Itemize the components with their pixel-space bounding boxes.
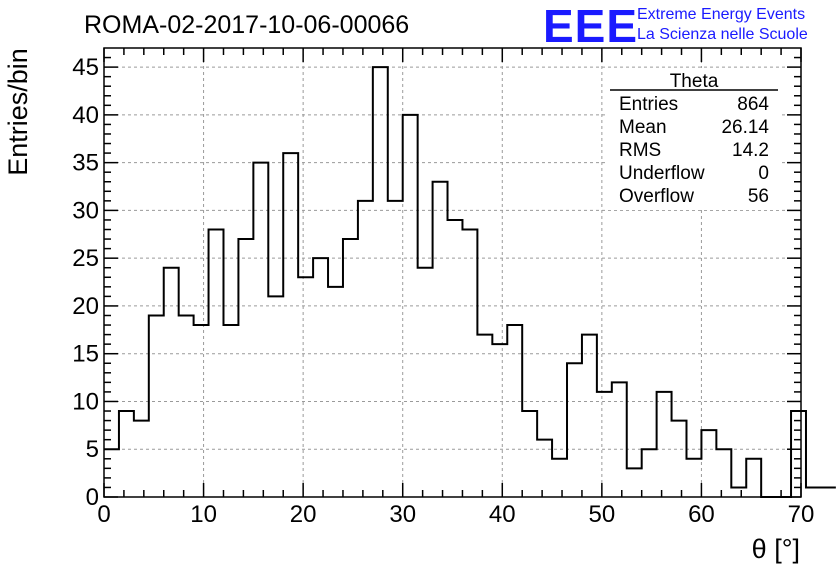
histogram-bin	[701, 430, 716, 497]
brand-line-1: Extreme Energy Events	[637, 6, 805, 23]
stats-label-overflow: Overflow	[619, 186, 694, 207]
histogram-bin	[328, 287, 343, 497]
histogram-bin	[507, 325, 522, 497]
histogram-bin	[597, 392, 612, 497]
histogram-bin	[388, 201, 403, 497]
histogram-bin	[791, 411, 806, 497]
histogram-bin	[627, 468, 642, 497]
histogram-bin	[806, 487, 821, 497]
histogram-bin	[134, 421, 149, 497]
x-tick-label: 10	[190, 501, 217, 528]
histogram-bin	[343, 239, 358, 497]
histogram-bin	[253, 163, 268, 497]
histogram-bin	[194, 325, 209, 497]
x-tick-label: 70	[788, 501, 815, 528]
histogram-bin	[209, 230, 224, 497]
histogram-outline	[104, 66, 836, 498]
stats-box: Theta Entries 864 Mean 26.14 RMS 14.2 Un…	[608, 68, 780, 210]
histogram-bin	[358, 201, 373, 497]
y-tick-label: 30	[72, 197, 99, 224]
histogram-bin	[582, 335, 597, 497]
stats-label-underflow: Underflow	[619, 163, 705, 184]
histogram-bin	[552, 459, 567, 497]
y-tick-label: 45	[72, 54, 99, 81]
stats-label-entries: Entries	[619, 94, 678, 115]
histogram-bin	[716, 449, 731, 497]
histogram-bin	[567, 363, 582, 497]
y-tick-labels: 0 5 10 15 20 25 30 35 40 45	[72, 54, 99, 511]
y-axis-label: Entries/bin	[3, 48, 33, 176]
stats-value-rms: 14.2	[732, 140, 769, 161]
histogram-bin	[223, 325, 238, 497]
histogram-bin	[477, 335, 492, 497]
x-tick-label: 40	[489, 501, 516, 528]
histogram-bin	[179, 315, 194, 497]
x-tick-label: 20	[290, 501, 317, 528]
y-tick-label: 20	[72, 293, 99, 320]
chart-title: ROMA-02-2017-10-06-00066	[84, 11, 409, 39]
eee-brand: EEE Extreme Energy Events La Scienza nel…	[543, 0, 808, 52]
x-tick-label: 0	[97, 501, 110, 528]
histogram-bin	[462, 230, 477, 497]
histogram-bin	[522, 411, 537, 497]
plot-frame	[103, 47, 802, 498]
x-tick-label: 50	[589, 501, 616, 528]
x-tick-label: 60	[688, 501, 715, 528]
histogram-bin	[612, 382, 627, 497]
stats-value-overflow: 56	[748, 186, 769, 207]
stats-value-entries: 864	[737, 94, 769, 115]
histogram-bin	[373, 67, 388, 497]
stats-value-underflow: 0	[758, 163, 769, 184]
histogram-bin	[821, 487, 836, 497]
y-tick-label: 5	[86, 436, 99, 463]
x-axis-label: θ [°]	[752, 534, 800, 564]
brand-line-2: La Scienza nelle Scuole	[637, 26, 808, 43]
histogram-bin	[298, 277, 313, 497]
histogram-bin	[657, 392, 672, 497]
histogram-bin	[149, 315, 164, 497]
histogram-bin	[433, 182, 448, 497]
x-tick-label: 30	[389, 501, 416, 528]
histogram-bin	[731, 487, 746, 497]
stats-box-background	[608, 68, 780, 210]
eee-logo: EEE	[543, 0, 638, 52]
stats-box-title: Theta	[670, 71, 719, 92]
histogram-bin	[104, 449, 119, 497]
stats-value-mean: 26.14	[721, 117, 769, 138]
stats-label-mean: Mean	[619, 117, 667, 138]
histogram-bin	[537, 440, 552, 497]
y-tick-label: 10	[72, 388, 99, 415]
histogram-bin	[164, 268, 179, 497]
histogram-bin	[283, 153, 298, 497]
y-tick-label: 35	[72, 150, 99, 177]
histogram-bin	[672, 421, 687, 497]
histogram-bin	[448, 220, 463, 497]
histogram-bin	[268, 296, 283, 497]
histogram-bin	[313, 258, 328, 497]
y-tick-label: 40	[72, 102, 99, 129]
histogram-bars	[104, 66, 836, 498]
stats-label-rms: RMS	[619, 140, 661, 161]
y-tick-label: 15	[72, 341, 99, 368]
histogram-bin	[746, 459, 761, 497]
histogram-bin	[119, 411, 134, 497]
histogram-bin	[492, 344, 507, 497]
histogram-bin	[418, 268, 433, 497]
histogram-bin	[403, 115, 418, 497]
histogram-bin	[642, 449, 657, 497]
histogram-bin	[686, 459, 701, 497]
axes	[103, 47, 802, 498]
y-tick-label: 0	[86, 484, 99, 511]
x-tick-labels: 0 10 20 30 40 50 60 70	[97, 501, 814, 528]
histogram-bin	[238, 239, 253, 497]
y-tick-label: 25	[72, 245, 99, 272]
